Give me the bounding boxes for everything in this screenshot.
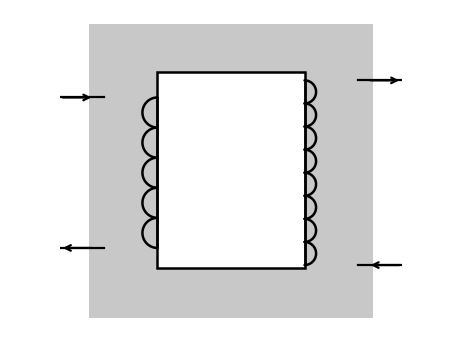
Bar (89, 24, 373, 318)
Bar (158, 72, 304, 268)
